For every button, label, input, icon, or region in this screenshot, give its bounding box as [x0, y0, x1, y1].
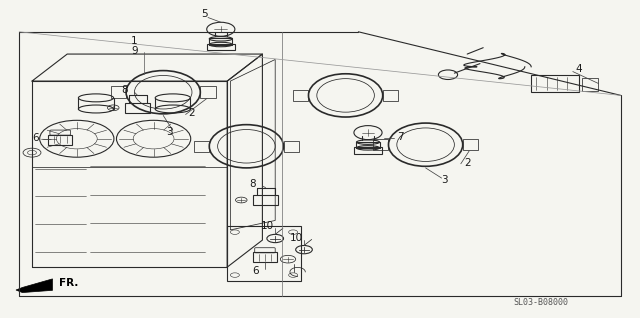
Polygon shape: [16, 279, 52, 293]
Text: 8: 8: [122, 85, 128, 95]
Text: 9: 9: [131, 46, 138, 56]
Text: SL03-B08000: SL03-B08000: [513, 298, 568, 307]
Text: 6: 6: [253, 266, 259, 276]
Text: 10: 10: [290, 233, 303, 243]
Text: 8: 8: [250, 179, 256, 189]
Text: 5: 5: [202, 9, 208, 19]
Text: FR.: FR.: [59, 278, 78, 288]
Text: 2: 2: [464, 158, 470, 168]
Text: 10: 10: [261, 221, 274, 232]
Text: 2: 2: [189, 108, 195, 118]
Text: 1: 1: [131, 36, 138, 46]
Text: 3: 3: [442, 175, 448, 185]
Text: 3: 3: [166, 127, 173, 137]
Text: 6: 6: [32, 133, 38, 143]
Text: 4: 4: [576, 64, 582, 74]
Text: 7: 7: [397, 132, 403, 142]
